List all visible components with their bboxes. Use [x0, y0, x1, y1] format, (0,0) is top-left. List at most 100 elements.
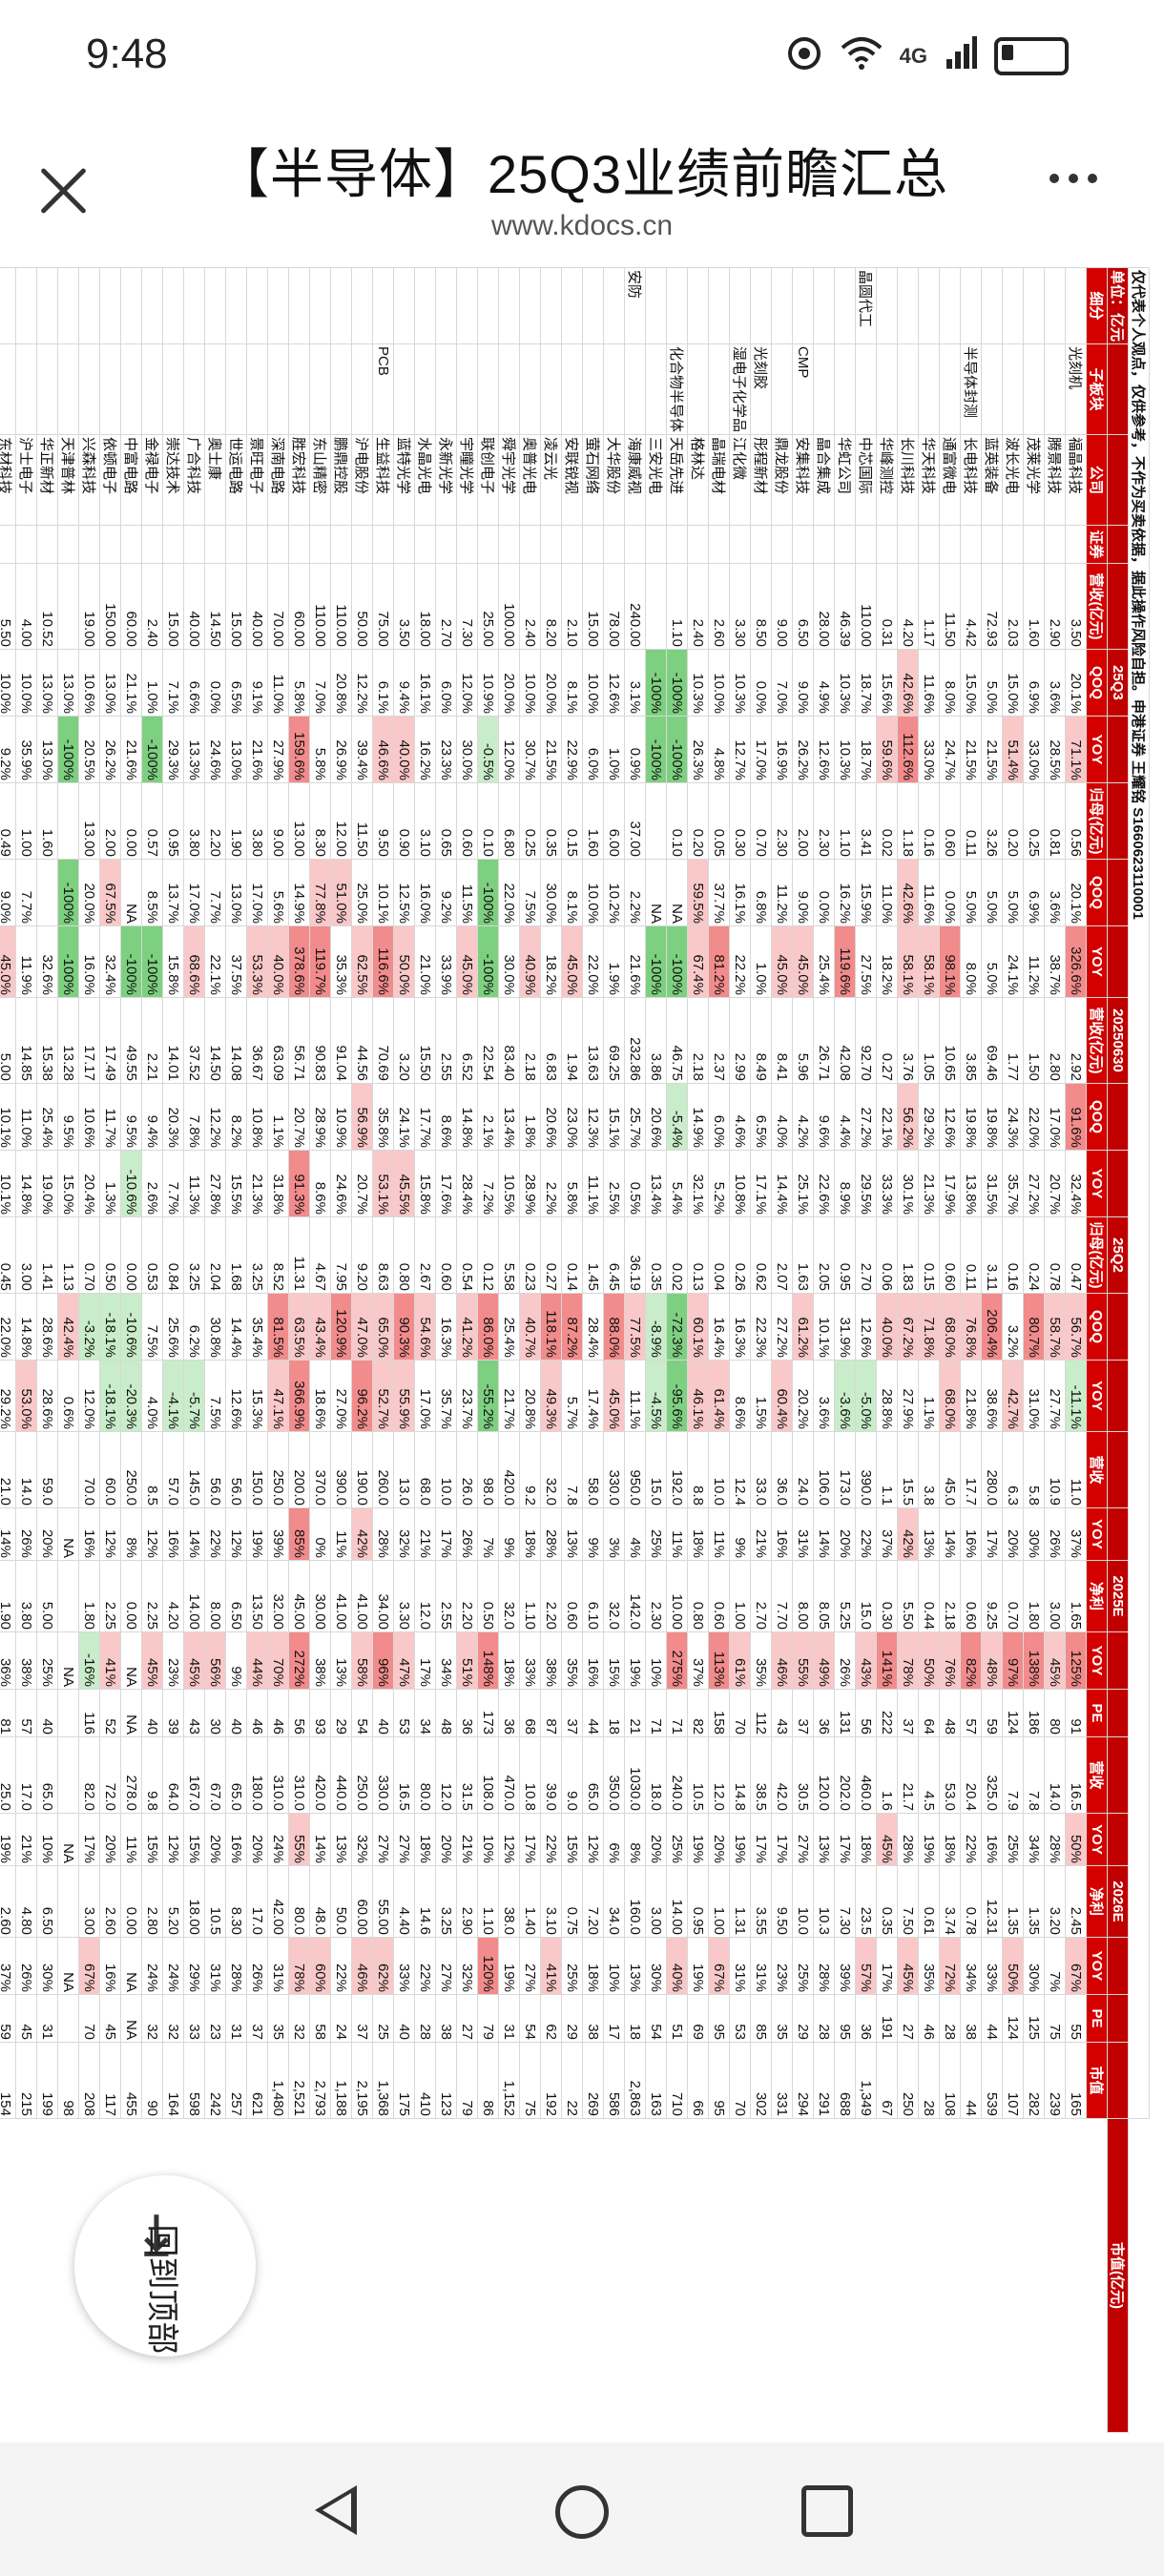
- cell[interactable]: 240.0: [666, 1736, 688, 1814]
- cell[interactable]: [792, 267, 814, 344]
- cell[interactable]: 19.00: [78, 563, 100, 650]
- cell[interactable]: 2.55: [435, 1560, 457, 1632]
- cell[interactable]: 61.4%: [708, 1360, 730, 1432]
- cell[interactable]: 36.67: [246, 997, 268, 1084]
- cell[interactable]: [1044, 267, 1066, 344]
- cell[interactable]: -95.6%: [666, 1360, 688, 1432]
- cell[interactable]: [78, 343, 100, 435]
- cell[interactable]: 15.6%: [876, 649, 898, 717]
- cell[interactable]: 12.4: [729, 1431, 751, 1508]
- cell[interactable]: 31.0%: [1023, 1360, 1045, 1432]
- cell[interactable]: 2.20: [540, 1560, 562, 1632]
- cell[interactable]: 950.0: [624, 1431, 646, 1508]
- cell[interactable]: 14.8: [729, 1736, 751, 1814]
- cell[interactable]: 沪士电子: [15, 434, 37, 526]
- cell[interactable]: 470.0: [498, 1736, 520, 1814]
- cell[interactable]: 45.0%: [603, 1360, 625, 1432]
- cell[interactable]: 13.0%: [36, 716, 58, 783]
- cell[interactable]: 91.04: [330, 997, 352, 1084]
- cell[interactable]: -5.7%: [183, 1360, 205, 1432]
- cell[interactable]: 34%: [1023, 1813, 1045, 1866]
- cell[interactable]: 9%: [225, 1631, 247, 1690]
- cell[interactable]: 2.30: [645, 1560, 667, 1632]
- cell[interactable]: 7.1%: [162, 649, 184, 717]
- cell[interactable]: 2.00: [99, 782, 121, 860]
- cell[interactable]: 46: [267, 1689, 289, 1737]
- cell[interactable]: [309, 525, 331, 564]
- cell[interactable]: 19%: [687, 1813, 709, 1866]
- cell[interactable]: 营收(亿元): [1086, 563, 1108, 650]
- cell[interactable]: [687, 525, 709, 564]
- cell[interactable]: 28%: [1044, 1813, 1066, 1866]
- cell[interactable]: 330.0: [372, 1736, 394, 1814]
- cell[interactable]: 56: [288, 1689, 310, 1737]
- cell[interactable]: QOQ: [1086, 649, 1108, 717]
- cell[interactable]: 10.65: [939, 997, 961, 1084]
- cell[interactable]: 32: [288, 1994, 310, 2043]
- cell[interactable]: 54.6%: [414, 1293, 436, 1361]
- cell[interactable]: 4.0%: [141, 1360, 163, 1432]
- cell[interactable]: 45%: [183, 1631, 205, 1690]
- cell[interactable]: [1107, 782, 1129, 860]
- cell[interactable]: 45.00: [288, 1560, 310, 1632]
- cell[interactable]: 0.50: [477, 1560, 499, 1632]
- cell[interactable]: 2,863: [624, 2042, 646, 2119]
- cell[interactable]: 8.2%: [225, 1083, 247, 1151]
- cell[interactable]: 31: [36, 1994, 58, 2043]
- cell[interactable]: [309, 343, 331, 435]
- cell[interactable]: 250: [897, 2042, 919, 2119]
- cell[interactable]: 20%: [708, 1813, 730, 1866]
- cell[interactable]: 26.0: [456, 1431, 478, 1508]
- cell[interactable]: 15.00: [582, 563, 604, 650]
- cell[interactable]: 21.7: [897, 1736, 919, 1814]
- cell[interactable]: 32.0: [603, 1560, 625, 1632]
- cell[interactable]: 2.18: [687, 997, 709, 1084]
- cell[interactable]: 20.1%: [1065, 859, 1087, 926]
- cell[interactable]: 48%: [981, 1631, 1003, 1690]
- cell[interactable]: 2.67: [414, 1216, 436, 1294]
- cell[interactable]: 47.0%: [351, 1293, 373, 1361]
- cell[interactable]: 108.0: [477, 1736, 499, 1814]
- cell[interactable]: 43: [183, 1689, 205, 1737]
- cell[interactable]: [645, 782, 667, 860]
- cell[interactable]: 3.00: [1044, 1560, 1066, 1632]
- cell[interactable]: 32.4%: [99, 925, 121, 998]
- cell[interactable]: 1.13: [57, 1216, 79, 1294]
- cell[interactable]: 275%: [666, 1631, 688, 1690]
- cell[interactable]: 17%: [876, 1937, 898, 1995]
- cell[interactable]: 22.0%: [498, 859, 520, 926]
- cell[interactable]: 124: [1002, 1994, 1024, 2043]
- cell[interactable]: 331: [771, 2042, 793, 2119]
- cell[interactable]: 0.60: [939, 782, 961, 860]
- cell[interactable]: 45.0%: [792, 925, 814, 998]
- cell[interactable]: 42.4%: [57, 1293, 79, 1361]
- cell[interactable]: 46.1%: [687, 1360, 709, 1432]
- cell[interactable]: -18.1%: [99, 1360, 121, 1432]
- cell[interactable]: 14.8%: [15, 1293, 37, 1361]
- cell[interactable]: 10.0: [708, 1431, 730, 1508]
- cell[interactable]: 22.0%: [0, 1293, 16, 1361]
- cell[interactable]: 16.9%: [771, 716, 793, 783]
- cell[interactable]: 148%: [477, 1631, 499, 1690]
- cell[interactable]: 奥普光电: [519, 434, 541, 526]
- cell[interactable]: 东山精密: [309, 434, 331, 526]
- cell[interactable]: 35: [771, 1994, 793, 2043]
- cell[interactable]: 33%: [981, 1937, 1003, 1995]
- cell[interactable]: 42.08: [834, 997, 856, 1084]
- cell[interactable]: 光刻机: [1065, 343, 1087, 435]
- cell[interactable]: 12.00: [330, 782, 352, 860]
- cell[interactable]: 15.38: [36, 997, 58, 1084]
- cell[interactable]: 8.0%: [939, 649, 961, 717]
- cell[interactable]: [120, 267, 142, 344]
- cell[interactable]: 3.00: [78, 1865, 100, 1938]
- cell[interactable]: 2,195: [351, 2042, 373, 2119]
- cell[interactable]: [1107, 434, 1129, 526]
- cell[interactable]: 11.50: [939, 563, 961, 650]
- cell[interactable]: 细分: [1086, 267, 1108, 344]
- cell[interactable]: 26%: [1044, 1507, 1066, 1561]
- cell[interactable]: 40.00: [183, 563, 205, 650]
- cell[interactable]: 25.4%: [498, 1293, 520, 1361]
- cell[interactable]: 41.00: [330, 1560, 352, 1632]
- cell[interactable]: 12%: [582, 1813, 604, 1866]
- cell[interactable]: [162, 343, 184, 435]
